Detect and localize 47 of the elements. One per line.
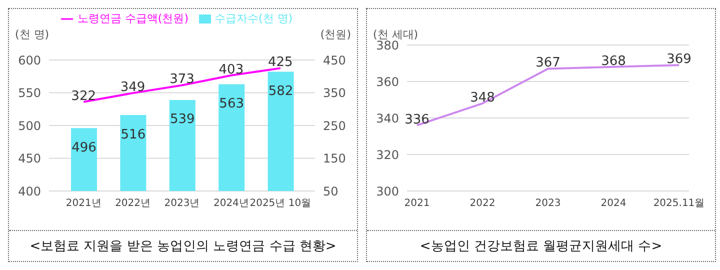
data-label: 348: [470, 90, 495, 106]
data-label: 425: [268, 55, 293, 70]
x-tick-label: 2023: [535, 198, 561, 210]
y-tick-label: 380: [376, 38, 399, 52]
x-tick-label: 2022년: [115, 198, 151, 210]
x-tick-label: 2022: [470, 198, 496, 210]
y2-tick-label: 350: [323, 86, 346, 100]
y-tick-label: 600: [18, 53, 41, 68]
data-label: 349: [120, 80, 146, 96]
y-tick-label: 500: [18, 118, 41, 133]
y2-tick-label: 150: [323, 152, 346, 166]
data-label: 563: [219, 96, 244, 112]
data-label: 322: [71, 88, 96, 104]
y-tick-label: 400: [18, 184, 41, 198]
y2-tick-label: 250: [323, 118, 346, 133]
data-label: 403: [218, 62, 244, 78]
x-tick-label: 2021: [404, 198, 430, 210]
data-label: 367: [536, 56, 560, 71]
text: <농업인 건강보험료 월평균지원세대 수>: [367, 230, 715, 261]
data-label: 516: [120, 127, 146, 142]
data-label: 369: [666, 52, 692, 68]
data-label: 496: [72, 140, 96, 156]
x-tick-label: 2023년: [164, 198, 200, 210]
text: <보험료 지원을 받은 농업인의 노령연금 수급 현황>: [9, 230, 357, 261]
data-label: 336: [404, 112, 430, 128]
legend-label: 노령연금 수급액(천원): [77, 12, 188, 25]
x-tick-label: 2021년: [66, 198, 102, 210]
legend-label: 수급자수(천 명): [214, 12, 293, 25]
y-tick-label: 450: [18, 152, 41, 166]
y-axis-title: (천 명): [15, 27, 50, 42]
y-axis-title: (천 세대): [373, 27, 418, 41]
y-tick-label: 300: [376, 184, 399, 198]
y-tick-label: 360: [376, 74, 399, 89]
x-tick-label: 2025년 10월: [250, 198, 312, 210]
x-tick-label: 2024: [600, 198, 626, 210]
data-label: 582: [268, 84, 294, 100]
data-label: 373: [170, 72, 194, 88]
data-label: 368: [601, 54, 626, 69]
y-tick-label: 550: [18, 86, 41, 100]
data-label: 539: [170, 112, 195, 128]
x-tick-label: 2025.11월: [653, 198, 705, 210]
y2-axis-title: (천원): [320, 27, 351, 42]
y2-tick-label: 450: [323, 53, 346, 68]
y-tick-label: 320: [376, 148, 399, 162]
y-tick-label: 340: [376, 111, 399, 126]
y2-tick-label: 50: [323, 184, 338, 198]
x-tick-label: 2024년: [213, 198, 249, 210]
